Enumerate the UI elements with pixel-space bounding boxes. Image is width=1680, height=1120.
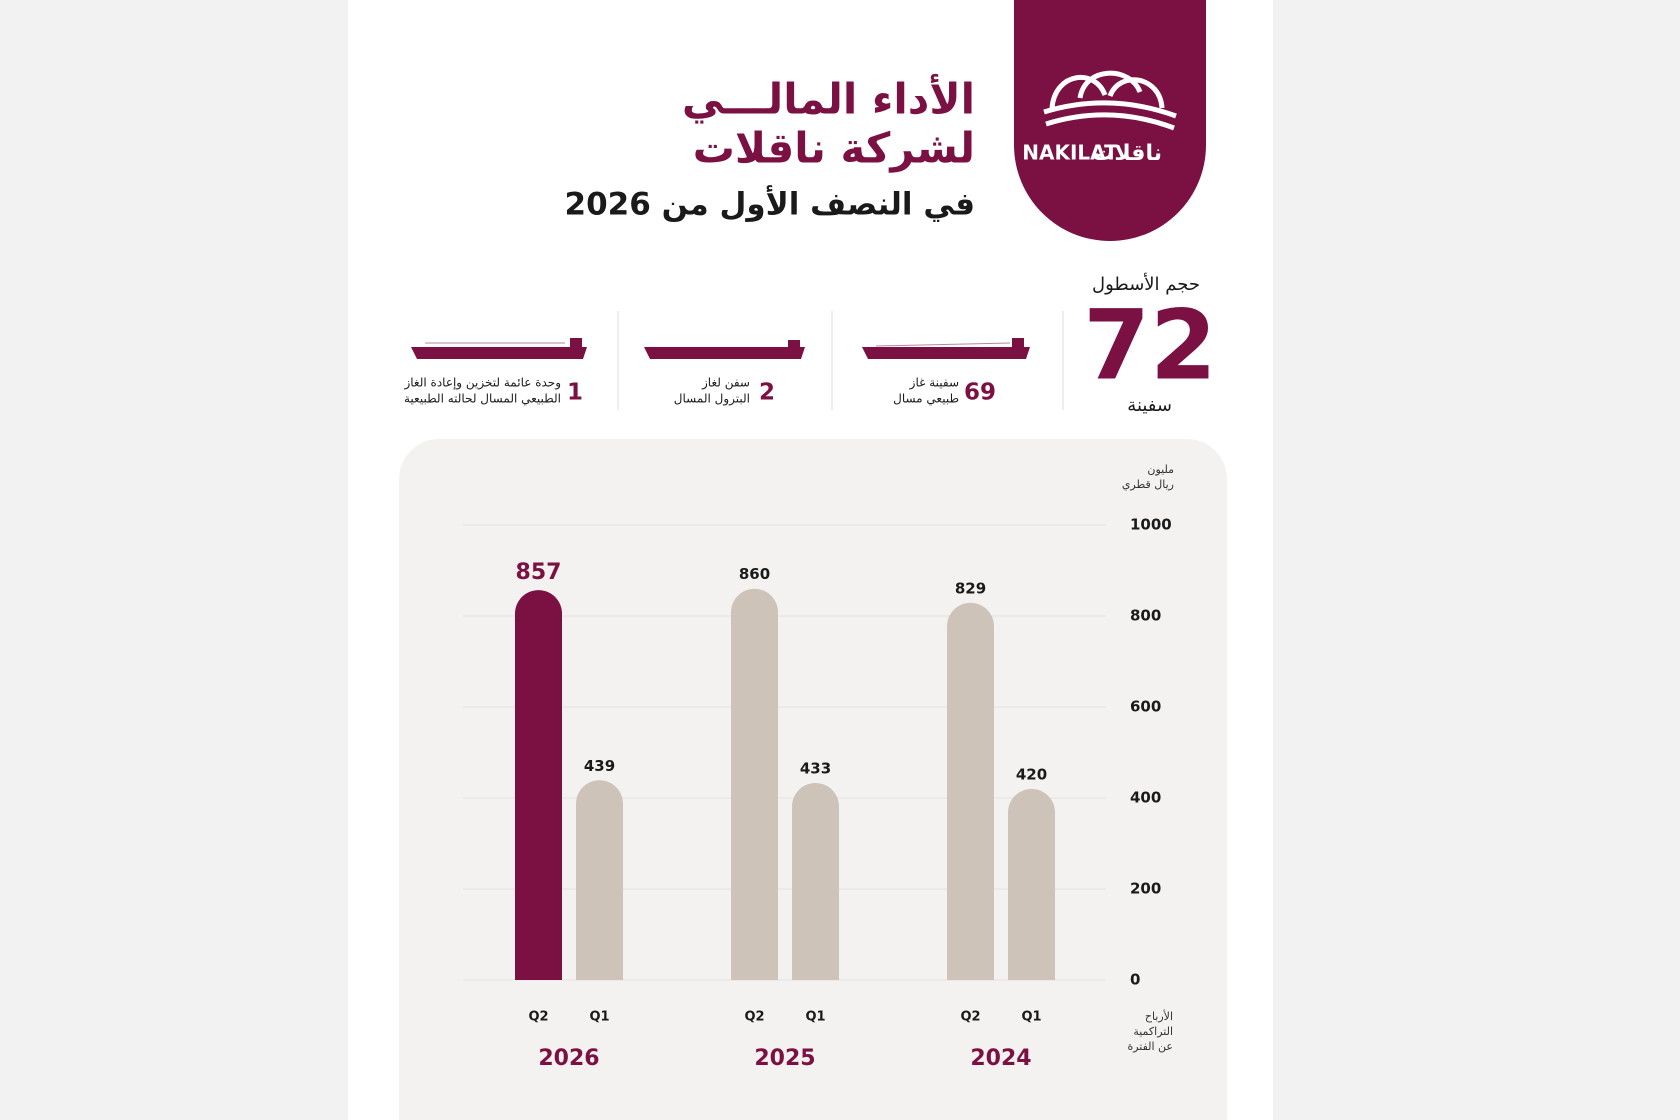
fleet-count: 69 bbox=[964, 380, 996, 406]
y-tick-label: 1000 bbox=[1130, 516, 1172, 534]
x-axis-label: التراكمية bbox=[1133, 1025, 1173, 1038]
fleet-desc: سفن لغاز bbox=[701, 376, 750, 391]
series-label: Q1 bbox=[805, 1010, 825, 1025]
title-line: لشركة ناقلات bbox=[693, 124, 975, 174]
series-label: Q2 bbox=[528, 1010, 548, 1025]
fleet-count: 1 bbox=[567, 380, 583, 406]
value-label: 420 bbox=[1016, 765, 1047, 783]
bar bbox=[731, 588, 778, 980]
x-tick-label: 2026 bbox=[538, 1046, 599, 1071]
value-label: 433 bbox=[800, 759, 831, 777]
value-label: 860 bbox=[739, 565, 770, 583]
fleet-desc: الطبيعي المسال لحالته الطبيعية bbox=[404, 392, 561, 406]
fleet-total: 72 bbox=[1083, 289, 1217, 401]
y-axis-label: مليون bbox=[1147, 463, 1174, 476]
title-line: الأداء المالـــي bbox=[682, 74, 975, 125]
fleet-desc: طبيعي مسال bbox=[893, 392, 959, 406]
subtitle: في النصف الأول من 2026 bbox=[565, 185, 975, 223]
logo-latin: NAKILAT bbox=[1022, 141, 1118, 165]
y-tick-label: 800 bbox=[1130, 607, 1161, 625]
chart: مليون ريال قطري الأرباح التراكمية عن الفترة 0… bbox=[463, 463, 1174, 1071]
fleet-label: حجم الأسطول bbox=[1092, 273, 1200, 295]
x-tick-label: 2024 bbox=[970, 1046, 1031, 1071]
fleet-desc: وحدة عائمة لتخزين وإعادة الغاز bbox=[403, 376, 561, 391]
logo-icon bbox=[1043, 70, 1177, 131]
bar bbox=[1008, 788, 1055, 980]
y-tick-label: 200 bbox=[1130, 880, 1161, 898]
bar bbox=[576, 780, 623, 980]
x-tick-label: 2025 bbox=[754, 1046, 815, 1071]
value-label: 857 bbox=[516, 560, 562, 585]
logo-badge bbox=[1014, 0, 1206, 241]
value-label: 439 bbox=[584, 757, 615, 775]
ship-icons bbox=[411, 338, 1030, 359]
bar bbox=[947, 602, 994, 980]
series-label: Q2 bbox=[744, 1010, 764, 1025]
value-label: 829 bbox=[955, 579, 986, 597]
series-label: Q1 bbox=[1021, 1010, 1041, 1025]
bar bbox=[792, 782, 839, 980]
y-axis-label: ريال قطري bbox=[1122, 478, 1174, 491]
y-tick-label: 600 bbox=[1130, 698, 1161, 716]
y-tick-label: 400 bbox=[1130, 789, 1161, 807]
series-label: Q2 bbox=[960, 1010, 980, 1025]
dividers bbox=[617, 311, 1064, 410]
fleet-desc: سفينة غاز bbox=[909, 376, 959, 391]
logo-arabic: ناقلات bbox=[1092, 141, 1162, 166]
fleet-count: 2 bbox=[759, 380, 775, 406]
series-label: Q1 bbox=[589, 1010, 609, 1025]
x-axis-label: عن الفترة bbox=[1127, 1040, 1173, 1053]
bar bbox=[515, 590, 562, 980]
fleet-unit: سفينة bbox=[1127, 395, 1172, 416]
x-axis-label: الأرباح bbox=[1145, 1009, 1173, 1023]
y-tick-label: 0 bbox=[1130, 971, 1140, 989]
fleet-desc: البترول المسال bbox=[674, 392, 750, 407]
